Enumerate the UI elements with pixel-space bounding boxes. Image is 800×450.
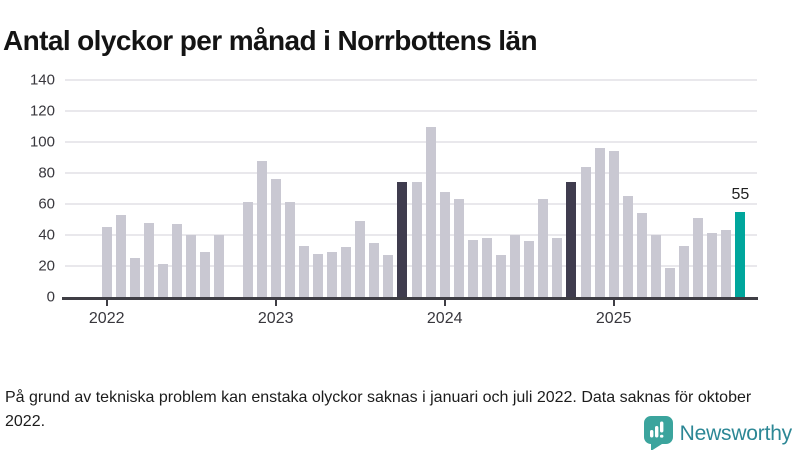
bar-2025-10 [735, 211, 746, 297]
y-axis-label-100: 100 [29, 133, 55, 151]
bar-2022-05 [158, 264, 169, 297]
y-axis-label-60: 60 [38, 195, 55, 213]
bar-2023-01 [270, 179, 281, 297]
bar-2025-02 [622, 196, 633, 297]
bar-2023-11 [411, 182, 422, 297]
bar-2023-04 [312, 253, 323, 297]
page-title: Antal olyckor per månad i Norrbottens lä… [3, 24, 538, 56]
bar-2024-01 [439, 191, 450, 297]
y-axis-label-120: 120 [29, 102, 55, 120]
bar-2023-07 [355, 221, 366, 297]
x-axis-label-2025: 2025 [595, 310, 632, 327]
bar-2024-08 [538, 199, 549, 297]
x-axis-tick-2023 [274, 300, 277, 306]
newsworthy-wordmark: Newsworthy [679, 421, 793, 445]
bar-2025-04 [650, 235, 661, 297]
bar-2022-03 [129, 258, 140, 297]
gridline-y-120 [65, 110, 757, 112]
bar-2023-03 [298, 245, 309, 297]
y-axis-label-40: 40 [38, 226, 55, 244]
y-axis-label-80: 80 [38, 164, 55, 182]
bar-2023-06 [341, 247, 352, 297]
bar-2023-12 [425, 126, 436, 297]
x-axis-label-2023: 2023 [257, 310, 294, 327]
gridline-y-100 [65, 141, 757, 143]
bar-2022-07 [186, 235, 197, 297]
y-axis-label-0: 0 [46, 288, 55, 306]
chart-footnote: På grund av tekniska problem kan enstaka… [5, 389, 752, 430]
bar-2023-08 [369, 242, 380, 297]
bar-2022-08 [200, 252, 211, 297]
bar-2024-09 [552, 238, 563, 297]
x-axis-tick-2024 [443, 300, 446, 306]
x-axis-label-2024: 2024 [426, 310, 463, 327]
bar-2024-03 [467, 239, 478, 297]
bar-2022-06 [172, 224, 183, 297]
bar-2024-04 [481, 238, 492, 297]
newsworthy-logo-icon [643, 416, 673, 450]
bar-2023-05 [327, 252, 338, 297]
bar-2022-11 [242, 202, 253, 297]
gridline-y-140 [65, 79, 757, 81]
bar-2022-01 [101, 227, 112, 297]
bar-2025-07 [693, 217, 704, 297]
x-axis-tick-2022 [105, 300, 108, 306]
bar-2024-12 [594, 148, 605, 297]
y-axis-label-140: 140 [29, 71, 55, 89]
x-axis-tick-2025 [612, 300, 615, 306]
gridline-y-40 [65, 234, 757, 236]
bar-2023-09 [383, 255, 394, 297]
bar-2024-11 [580, 166, 591, 297]
y-axis-label-20: 20 [38, 257, 55, 275]
bar-2024-05 [496, 255, 507, 297]
bar-2024-02 [453, 199, 464, 297]
gridline-y-20 [65, 265, 757, 267]
bar-2024-10 [566, 182, 577, 297]
bar-2024-06 [510, 235, 521, 297]
x-axis-label-2022: 2022 [88, 310, 125, 327]
bar-value-label-2025-10: 55 [731, 185, 750, 203]
bar-2025-01 [608, 151, 619, 297]
gridline-y-80 [65, 172, 757, 174]
bar-2025-03 [636, 213, 647, 297]
bar-2022-02 [115, 214, 126, 297]
bar-2022-09 [214, 235, 225, 297]
bar-2025-05 [665, 267, 676, 297]
bar-2025-08 [707, 233, 718, 297]
bar-2023-10 [397, 182, 408, 297]
bar-2023-02 [284, 202, 295, 297]
bar-2025-09 [721, 230, 732, 297]
gridline-y-60 [65, 203, 757, 205]
bar-2025-06 [679, 245, 690, 297]
bar-2022-04 [143, 222, 154, 297]
bar-2024-07 [524, 241, 535, 297]
bar-2022-12 [256, 160, 267, 297]
newsworthy-logo: Newsworthy [643, 416, 793, 450]
x-axis-line [62, 297, 758, 300]
